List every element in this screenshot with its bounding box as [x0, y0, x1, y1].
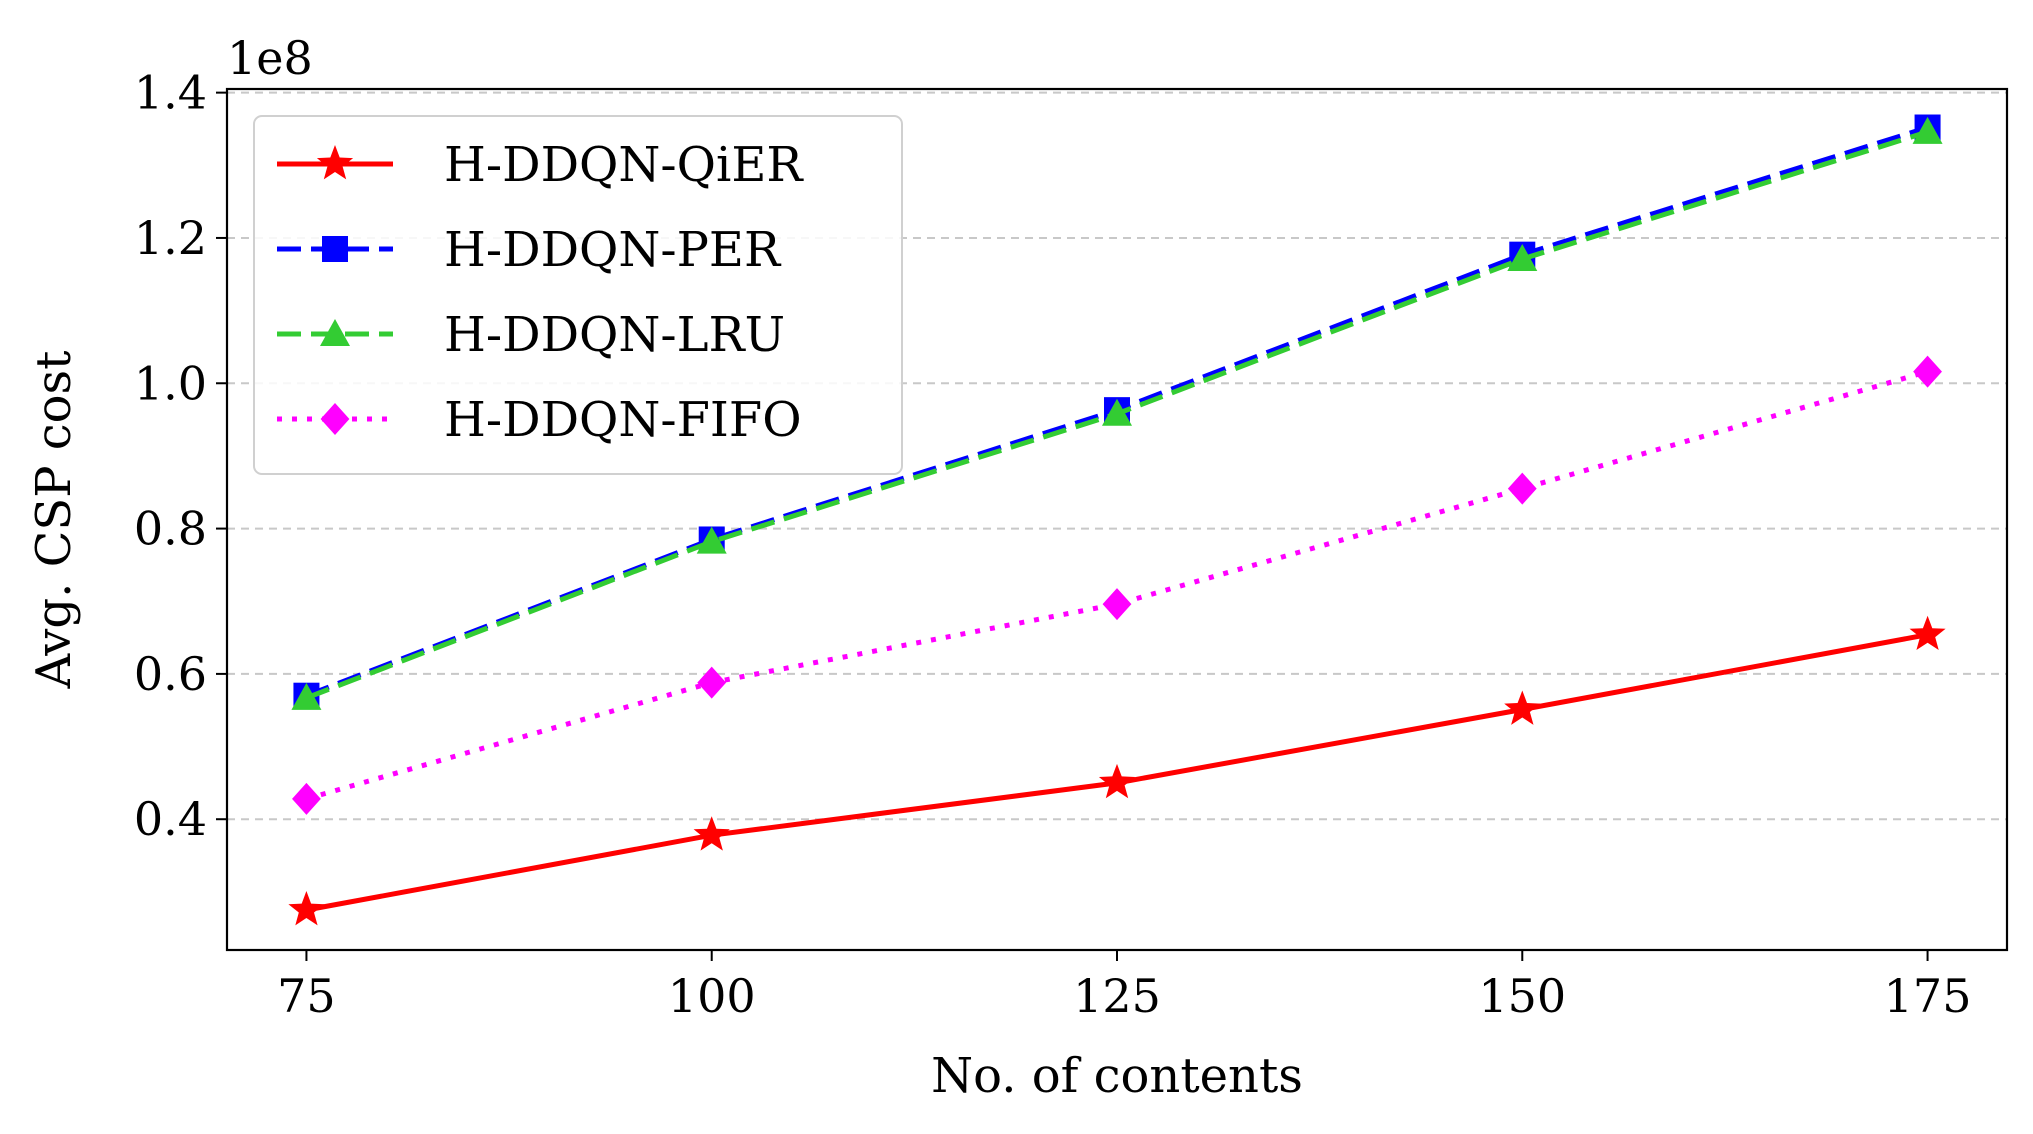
x-tick-label: 175	[1884, 969, 1972, 1023]
data-point	[1913, 355, 1942, 388]
data-point	[696, 526, 727, 554]
legend-box	[253, 115, 903, 475]
series-layer	[288, 114, 1946, 926]
legend-entry: H-DDQN-LRU	[277, 307, 785, 363]
data-point	[288, 891, 325, 926]
legend-marker	[322, 236, 348, 262]
data-point	[292, 782, 321, 815]
legend-entry: H-DDQN-QiER	[277, 137, 804, 193]
data-point	[1909, 615, 1946, 650]
data-point	[1102, 588, 1132, 621]
legend-marker	[316, 145, 354, 180]
series-H-DDQN-FIFO	[292, 355, 1942, 815]
data-point	[1504, 690, 1541, 725]
legend-entry: H-DDQN-FIFO	[277, 392, 802, 448]
data-point	[693, 816, 730, 851]
legend-label: H-DDQN-FIFO	[444, 392, 802, 448]
series-line	[305, 369, 1929, 802]
data-point	[1507, 244, 1538, 272]
data-point	[1507, 472, 1537, 505]
y-axis: 0.4 0.6 0.8 1.0 1.2 1.4	[134, 66, 227, 846]
y-tick-label: 0.6	[134, 647, 207, 701]
series-H-DDQN-QiER	[288, 615, 1946, 926]
y-tick-label: 1.0	[134, 356, 207, 410]
y-offset-label: 1e8	[227, 31, 313, 85]
legend-entry: H-DDQN-PER	[277, 222, 782, 278]
data-point	[697, 666, 727, 699]
y-tick-label: 0.8	[134, 502, 207, 556]
x-tick-label: 150	[1478, 969, 1566, 1023]
legend-label: H-DDQN-LRU	[444, 307, 785, 363]
data-point	[1098, 763, 1136, 799]
legend-marker	[320, 403, 350, 435]
y-axis-label: Avg. CSP cost	[26, 351, 82, 690]
x-tick-label: 75	[277, 969, 336, 1023]
x-tick-label: 100	[668, 969, 756, 1023]
data-point	[1102, 398, 1132, 426]
legend-label: H-DDQN-PER	[444, 222, 782, 278]
x-tick-label: 125	[1073, 969, 1161, 1023]
y-tick-label: 1.4	[134, 66, 207, 120]
data-point	[291, 682, 322, 710]
data-point	[1912, 116, 1943, 144]
y-tick-label: 1.2	[134, 211, 207, 265]
x-axis: 75 100 125 150 175	[277, 950, 1971, 1023]
legend-label: H-DDQN-QiER	[444, 137, 804, 193]
legend-marker	[320, 319, 350, 346]
legend: H-DDQN-QiER H-DDQN-PER H-DDQN-LRU H-DDQN-FI…	[253, 115, 903, 475]
x-axis-label: No. of contents	[931, 1048, 1303, 1104]
y-tick-label: 0.4	[134, 792, 207, 846]
series-H-DDQN-LRU	[291, 116, 1943, 710]
